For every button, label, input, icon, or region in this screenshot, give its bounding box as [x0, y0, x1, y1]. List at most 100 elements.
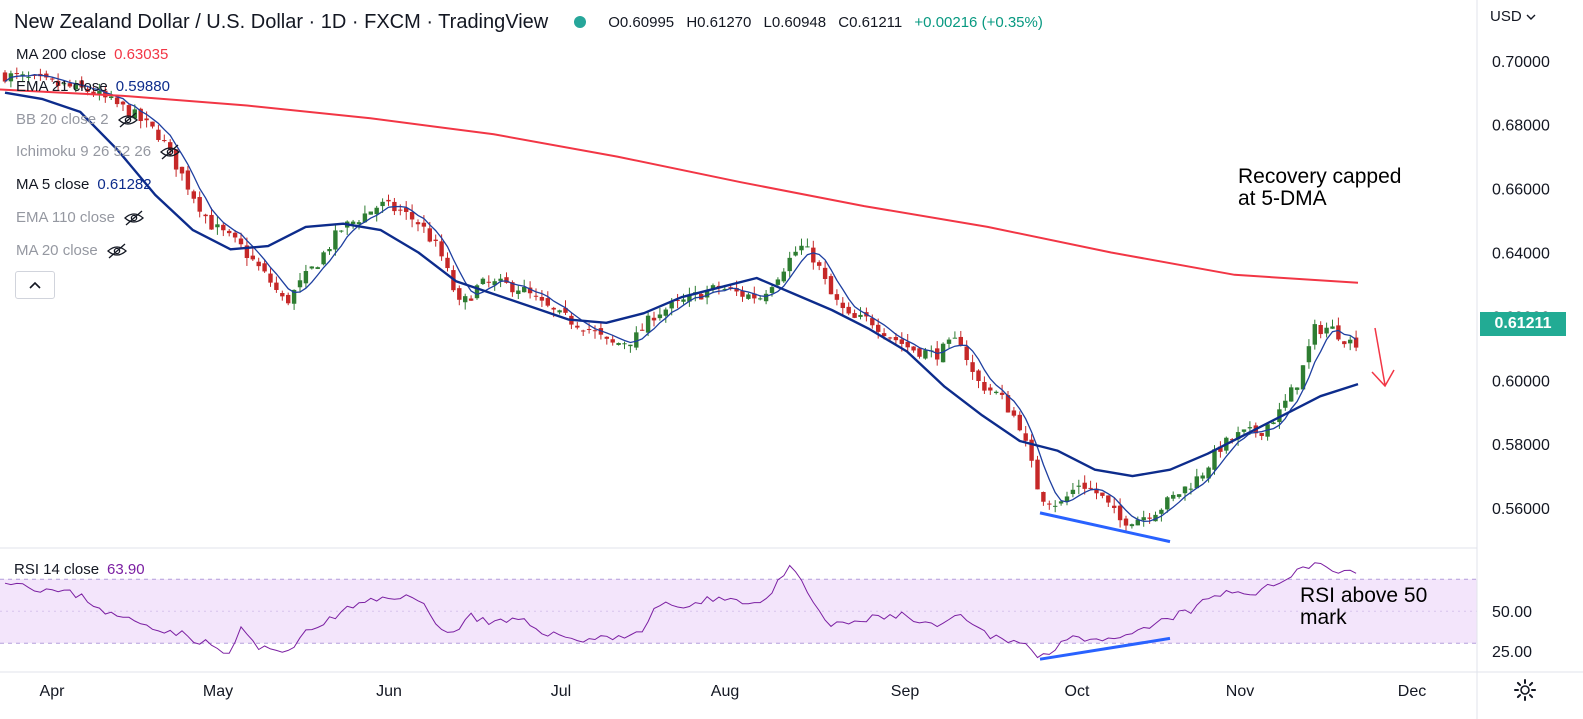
candle-body — [2, 72, 8, 82]
candle-body — [834, 294, 840, 300]
hidden-eye-icon[interactable] — [117, 112, 139, 128]
candle-body — [197, 197, 202, 212]
candle-body — [1106, 495, 1111, 503]
candle-body — [1336, 325, 1341, 340]
gear-icon[interactable] — [1513, 678, 1537, 702]
open-value: O0.60995 — [608, 13, 675, 31]
candle-body — [250, 255, 255, 260]
candle-body — [1047, 503, 1052, 505]
candle-body — [1082, 482, 1087, 489]
legend-item-ema-110-close[interactable]: EMA 110 close — [16, 209, 145, 226]
candle-body — [433, 239, 438, 241]
candle-body — [268, 273, 273, 283]
annotation-rsi: RSI above 50 mark — [1300, 585, 1427, 629]
candle-body — [468, 298, 474, 301]
candle-body — [162, 140, 167, 142]
rsi-line — [4, 562, 1357, 659]
candle-body — [457, 288, 462, 300]
candle-body — [563, 307, 568, 313]
candle-body — [191, 191, 196, 199]
candle-body — [321, 252, 326, 265]
candle-body — [362, 213, 368, 223]
rsi-tick-label: 25.00 — [1492, 644, 1532, 661]
hidden-eye-icon[interactable] — [123, 210, 145, 226]
candle-body — [439, 241, 444, 257]
candle-body — [763, 293, 769, 302]
last-price-badge: 0.61211 — [1480, 312, 1566, 336]
candle-body — [1165, 497, 1170, 510]
candle-body — [970, 362, 975, 372]
rsi-legend-name[interactable]: RSI 14 close — [14, 561, 100, 578]
candle-body — [940, 343, 946, 363]
candle-body — [828, 276, 834, 295]
legend-item-ichimoku-9-26-52-26[interactable]: Ichimoku 9 26 52 26 — [16, 143, 181, 160]
legend-value: 0.63035 — [114, 46, 169, 63]
candle-body — [592, 330, 598, 332]
annotation-rsi-line2: mark — [1300, 606, 1347, 629]
legend-item-bb-20-close-2[interactable]: BB 20 close 2 — [16, 111, 139, 128]
candle-body — [651, 317, 657, 321]
candle-body — [822, 267, 828, 279]
legend-item-ma-5-close[interactable]: MA 5 close 0.61282 — [16, 176, 152, 193]
rsi-tick-label: 50.00 — [1492, 604, 1532, 621]
candle-body — [1289, 387, 1294, 402]
candle-body — [634, 332, 639, 348]
candle-body — [138, 108, 143, 121]
candle-body — [1153, 514, 1158, 522]
price-tick-label: 0.58000 — [1492, 437, 1550, 454]
candle-body — [976, 370, 981, 381]
candle-body — [551, 307, 556, 310]
candle-body — [1218, 446, 1223, 452]
currency-selector[interactable]: USD — [1490, 8, 1536, 25]
candle-body — [409, 212, 415, 220]
candle-body — [1188, 488, 1194, 490]
candle-body — [404, 207, 409, 212]
time-tick-label: Sep — [891, 683, 920, 700]
hidden-eye-icon[interactable] — [159, 144, 181, 160]
candle-body — [1277, 409, 1282, 423]
candle-body — [557, 310, 562, 313]
candle-body — [173, 149, 179, 170]
candle-body — [445, 257, 450, 269]
symbol-title[interactable]: New Zealand Dollar / U.S. Dollar · 1D · … — [14, 10, 549, 33]
chevron-up-icon — [29, 281, 41, 289]
rsi-trendline — [1039, 636, 1171, 661]
candle-body — [628, 344, 633, 347]
candle-body — [539, 296, 545, 301]
candle-body — [1194, 476, 1199, 489]
candle-body — [1123, 518, 1129, 526]
candle-body — [398, 209, 403, 211]
candle-body — [32, 74, 37, 76]
candle-body — [85, 88, 90, 92]
rsi-legend-value: 63.90 — [107, 561, 145, 578]
candle-body — [350, 221, 356, 224]
candle-body — [1041, 491, 1046, 502]
candle-body — [1324, 327, 1329, 334]
candle-body — [1212, 449, 1217, 470]
hidden-eye-icon[interactable] — [106, 243, 128, 259]
candle-body — [315, 267, 320, 269]
candle-body — [168, 142, 173, 150]
candle-body — [982, 381, 987, 391]
candle-body — [846, 306, 851, 314]
candle-body — [946, 339, 952, 344]
candle-body — [769, 287, 775, 293]
legend-item-ma-20-close[interactable]: MA 20 close — [16, 242, 128, 259]
legend-item-ema-21-close[interactable]: EMA 21 close 0.59880 — [16, 78, 170, 95]
candle-body — [752, 293, 757, 299]
candle-body — [79, 80, 84, 88]
candle-body — [1147, 517, 1152, 519]
candle-body — [498, 278, 503, 281]
candle-body — [516, 290, 521, 294]
candle-body — [1141, 517, 1146, 521]
candle-body — [758, 298, 763, 300]
collapse-legend-button[interactable] — [15, 271, 55, 299]
candle-body — [988, 387, 993, 391]
candle-body — [238, 238, 244, 245]
candle-body — [994, 391, 999, 394]
candle-body — [156, 129, 161, 140]
candle-body — [1342, 341, 1347, 345]
legend-item-ma-200-close[interactable]: MA 200 close 0.63035 — [16, 46, 168, 63]
price-tick-label: 0.64000 — [1492, 245, 1550, 262]
